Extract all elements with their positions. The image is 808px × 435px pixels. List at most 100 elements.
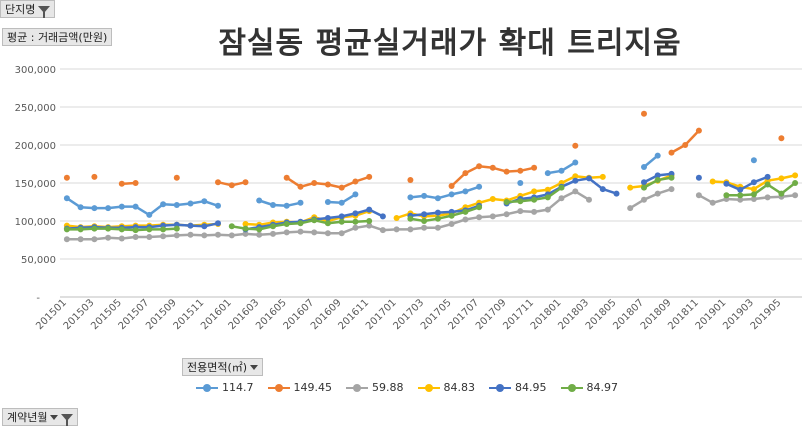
data-point-114.7 bbox=[558, 167, 565, 174]
data-point-59.88 bbox=[228, 232, 235, 239]
data-point-84.97 bbox=[91, 225, 98, 232]
data-point-114.7 bbox=[256, 197, 263, 204]
data-point-114.7 bbox=[462, 188, 469, 195]
x-tick-label: 201905 bbox=[749, 297, 784, 332]
data-point-84.95 bbox=[366, 206, 373, 213]
data-point-59.88 bbox=[709, 199, 716, 206]
series-line-84.95 bbox=[725, 175, 769, 192]
data-point-59.88 bbox=[503, 211, 510, 218]
data-point-84.83 bbox=[489, 196, 496, 202]
data-point-84.83 bbox=[750, 186, 757, 193]
data-point-84.97 bbox=[118, 226, 125, 233]
data-point-59.88 bbox=[311, 229, 318, 236]
data-point-59.88 bbox=[77, 236, 84, 243]
legend-label: 59.88 bbox=[372, 381, 404, 394]
series-field-button[interactable]: 전용면적(㎡) bbox=[182, 358, 264, 376]
data-point-84.97 bbox=[764, 181, 771, 188]
data-point-84.97 bbox=[421, 218, 428, 224]
y-tick-label: 200,000 bbox=[15, 141, 56, 152]
data-point-84.97 bbox=[531, 196, 538, 203]
y-tick-label: 100,000 bbox=[15, 217, 56, 228]
data-point-59.88 bbox=[270, 230, 276, 237]
series-line-114.7 bbox=[410, 185, 480, 200]
legend-label: 114.7 bbox=[222, 381, 254, 394]
data-point-114.7 bbox=[63, 195, 70, 202]
data-point-84.95 bbox=[338, 213, 345, 220]
data-point-84.97 bbox=[462, 208, 469, 215]
x-field-button[interactable]: 계약년월 bbox=[2, 408, 79, 426]
data-point-59.88 bbox=[654, 190, 661, 197]
data-point-84.95 bbox=[379, 213, 386, 220]
data-point-84.97 bbox=[242, 225, 249, 232]
data-point-84.97 bbox=[654, 177, 661, 183]
data-point-149.45 bbox=[338, 184, 345, 191]
legend-label: 149.45 bbox=[293, 381, 333, 394]
data-point-59.88 bbox=[407, 226, 414, 233]
data-point-84.97 bbox=[723, 192, 730, 199]
data-point-149.45 bbox=[118, 180, 125, 187]
data-point-114.7 bbox=[421, 192, 428, 199]
data-point-59.88 bbox=[283, 229, 290, 236]
data-point-114.7 bbox=[283, 202, 290, 209]
data-point-59.88 bbox=[366, 222, 373, 229]
data-point-149.45 bbox=[324, 181, 331, 188]
data-point-59.88 bbox=[558, 195, 565, 202]
data-point-84.95 bbox=[215, 220, 221, 227]
funnel-icon bbox=[38, 5, 51, 18]
legend-label: 84.83 bbox=[443, 381, 476, 394]
data-point-149.45 bbox=[517, 167, 524, 174]
data-point-149.45 bbox=[489, 164, 496, 171]
y-tick-label: 300,000 bbox=[15, 65, 56, 76]
data-point-84.95 bbox=[654, 172, 661, 179]
data-point-59.88 bbox=[448, 221, 455, 227]
legend-swatch bbox=[489, 383, 511, 393]
data-point-149.45 bbox=[778, 135, 785, 142]
legend-item: 114.7 bbox=[196, 381, 254, 394]
data-point-114.7 bbox=[118, 203, 125, 210]
data-point-84.95 bbox=[187, 222, 194, 229]
data-point-114.7 bbox=[641, 164, 647, 170]
data-point-84.97 bbox=[668, 174, 675, 181]
complex-name-filter-button[interactable]: 단지명 bbox=[0, 0, 56, 18]
value-field-label: 평균 : 거래금액(만원) bbox=[7, 31, 108, 44]
data-point-149.45 bbox=[297, 183, 304, 190]
data-point-84.97 bbox=[407, 215, 414, 222]
value-field-button[interactable]: 평균 : 거래금액(만원) bbox=[2, 28, 113, 46]
data-point-84.97 bbox=[105, 225, 112, 232]
data-point-114.7 bbox=[448, 191, 455, 198]
data-point-84.97 bbox=[338, 218, 345, 225]
data-point-59.88 bbox=[764, 194, 771, 201]
data-point-114.7 bbox=[91, 205, 98, 212]
data-point-84.95 bbox=[421, 211, 428, 218]
data-point-84.95 bbox=[352, 210, 359, 217]
legend-item: 84.97 bbox=[560, 381, 618, 394]
legend-item: 149.45 bbox=[267, 381, 333, 394]
data-point-114.7 bbox=[750, 157, 757, 164]
data-point-59.88 bbox=[792, 192, 799, 199]
legend-item: 84.95 bbox=[489, 381, 547, 394]
data-point-84.83 bbox=[778, 175, 785, 182]
data-point-59.88 bbox=[242, 230, 249, 237]
data-point-84.95 bbox=[695, 174, 702, 181]
series-line-114.7 bbox=[258, 199, 301, 208]
data-point-84.83 bbox=[627, 184, 634, 191]
data-point-84.97 bbox=[737, 192, 744, 199]
data-point-84.95 bbox=[723, 180, 730, 187]
data-point-84.97 bbox=[311, 217, 318, 224]
complex-name-filter-label: 단지명 bbox=[5, 3, 36, 16]
data-point-84.97 bbox=[434, 215, 441, 222]
data-point-84.97 bbox=[517, 198, 524, 205]
data-point-149.45 bbox=[366, 173, 373, 180]
data-point-59.88 bbox=[531, 208, 538, 215]
legend-item: 59.88 bbox=[346, 381, 404, 394]
data-point-59.88 bbox=[352, 224, 359, 231]
data-point-59.88 bbox=[338, 230, 345, 237]
data-point-149.45 bbox=[668, 149, 675, 156]
data-point-114.7 bbox=[146, 211, 153, 218]
data-point-149.45 bbox=[173, 174, 180, 181]
data-point-114.7 bbox=[544, 170, 551, 177]
legend-swatch bbox=[196, 383, 218, 393]
data-point-149.45 bbox=[91, 173, 98, 180]
data-point-59.88 bbox=[737, 196, 744, 203]
